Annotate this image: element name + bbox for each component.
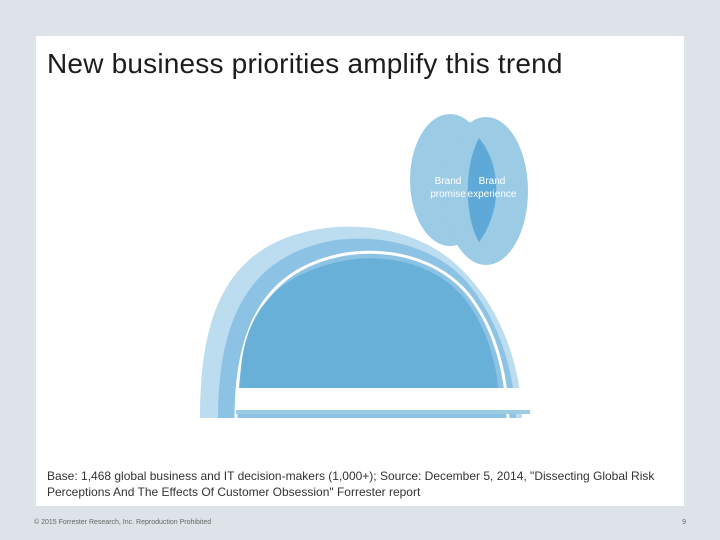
brand-promise-label-line2: promise [430, 189, 466, 200]
copyright-text: © 2015 Forrester Research, Inc. Reproduc… [34, 519, 212, 526]
source-caption: Base: 1,468 global business and IT decis… [47, 469, 655, 499]
page-number: 9 [682, 519, 686, 526]
brand-experience-label-line1: Brand [479, 176, 506, 187]
brand-promise-label-line1: Brand [435, 176, 462, 187]
dome-base [236, 388, 530, 410]
brand-diagram-svg: Brand promise Brand experience [200, 114, 530, 419]
dome [240, 258, 498, 388]
inner-arch-line [234, 250, 510, 419]
footer: © 2015 Forrester Research, Inc. Reproduc… [34, 518, 686, 530]
brand-experience-label-line2: experience [468, 189, 517, 200]
brand-diagram: Brand promise Brand experience [196, 76, 536, 421]
slide-title: New business priorities amplify this tre… [47, 48, 563, 79]
venn-overlap [467, 138, 497, 242]
slide: New business priorities amplify this tre… [36, 36, 684, 506]
dome-base-line [236, 410, 530, 414]
